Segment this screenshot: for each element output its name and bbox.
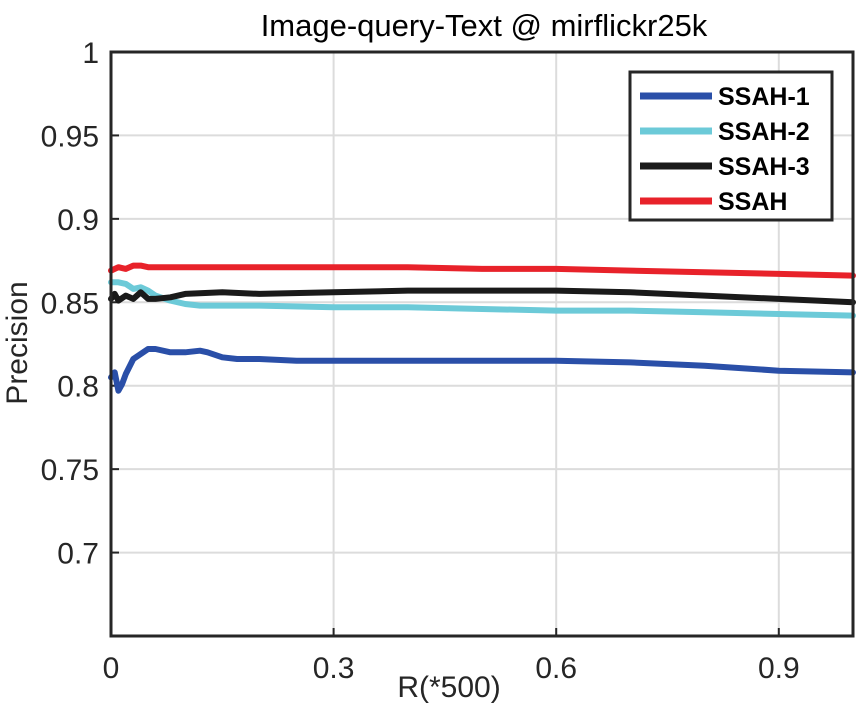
series-line-ssah-1 bbox=[108, 346, 856, 394]
legend: SSAH-1 SSAH-2 SSAH-3 SSAH bbox=[628, 70, 834, 222]
legend-label-ssah: SSAH bbox=[718, 188, 787, 216]
y-tick-label-1: 0.75 bbox=[41, 454, 99, 487]
x-tick-label-3: 0.9 bbox=[758, 652, 800, 685]
x-axis-title: R(*500) bbox=[397, 671, 500, 704]
series-line-ssah bbox=[108, 262, 856, 279]
x-tick-label-0: 0 bbox=[103, 652, 120, 685]
series-line-ssah-2 bbox=[108, 279, 856, 319]
y-tick-label-3: 0.85 bbox=[41, 287, 99, 320]
y-tick-label-4: 0.9 bbox=[57, 204, 99, 237]
x-tick-labels: 0 0.3 0.6 0.9 bbox=[103, 652, 800, 685]
y-tick-label-6: 1 bbox=[82, 37, 99, 70]
chart-title: Image-query-Text @ mirflickr25k bbox=[261, 8, 708, 43]
legend-label-ssah-1: SSAH-1 bbox=[718, 83, 810, 111]
x-tick-label-2: 0.6 bbox=[535, 652, 577, 685]
x-tick-label-1: 0.3 bbox=[313, 652, 355, 685]
series-lines bbox=[108, 262, 856, 394]
y-tick-label-0: 0.7 bbox=[57, 538, 99, 571]
legend-label-ssah-3: SSAH-3 bbox=[718, 153, 810, 181]
y-tick-label-5: 0.95 bbox=[41, 120, 99, 153]
y-axis-title: Precision bbox=[1, 281, 34, 404]
y-tick-labels: 0.7 0.75 0.8 0.85 0.9 0.95 1 bbox=[41, 37, 99, 571]
legend-label-ssah-2: SSAH-2 bbox=[718, 118, 810, 146]
plot-frame bbox=[109, 50, 855, 638]
series-line-ssah-3 bbox=[108, 287, 856, 306]
y-tick-label-2: 0.8 bbox=[57, 371, 99, 404]
